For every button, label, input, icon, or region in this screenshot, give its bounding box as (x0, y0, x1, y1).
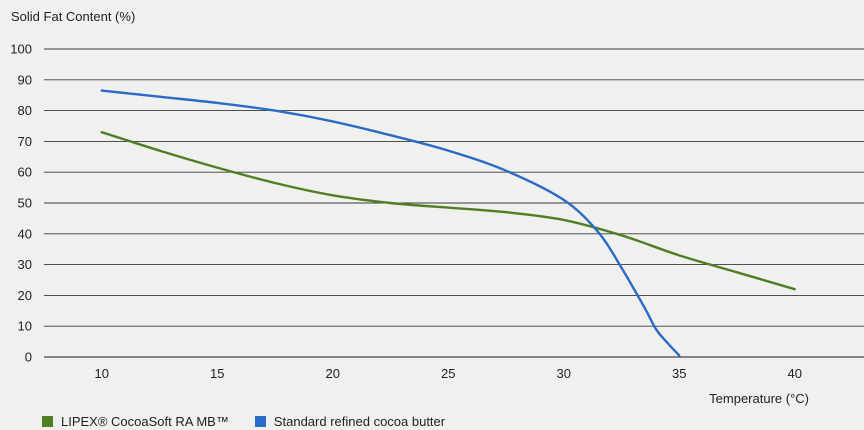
grid-lines (44, 48, 864, 358)
y-tick-label: 60 (18, 165, 32, 180)
y-tick-label: 20 (18, 288, 32, 303)
legend-swatch-blue (254, 416, 266, 427)
series-line-lipex (100, 131, 796, 291)
legend-label-cocoa-butter: Standard refined cocoa butter (273, 414, 446, 429)
x-tick-label: 20 (325, 366, 339, 381)
y-tick-label: 10 (18, 319, 32, 334)
y-tick-label: 100 (10, 42, 32, 57)
y-tick-label: 30 (18, 257, 32, 272)
y-axis-title: Solid Fat Content (%) (11, 9, 135, 24)
x-tick-label: 15 (210, 366, 224, 381)
x-tick-label: 25 (441, 366, 455, 381)
x-tick-labels: 10 15 20 25 30 35 40 (95, 366, 802, 381)
x-tick-label: 40 (787, 366, 801, 381)
x-tick-label: 30 (556, 366, 570, 381)
x-tick-label: 35 (672, 366, 686, 381)
legend-swatch-green (42, 416, 53, 427)
series-line-cocoa-butter (100, 89, 681, 357)
y-tick-label: 90 (18, 72, 32, 87)
y-tick-labels: 0 10 20 30 40 50 60 70 80 90 100 (10, 42, 32, 365)
y-tick-label: 80 (18, 103, 32, 118)
y-tick-label: 40 (18, 226, 32, 241)
chart: Solid Fat Content (%) 0 10 20 30 40 50 60 70 80 9… (10, 9, 864, 406)
legend-label-lipex: LIPEX® CocoaSoft RA MB™ (61, 414, 229, 429)
series-lines (100, 89, 796, 357)
y-tick-label: 70 (18, 134, 32, 149)
x-tick-label: 10 (95, 366, 109, 381)
legend: LIPEX® CocoaSoft RA MB™ Standard refined… (42, 414, 445, 429)
y-tick-label: 50 (18, 196, 32, 211)
legend-item-lipex: LIPEX® CocoaSoft RA MB™ (42, 414, 229, 429)
legend-item-cocoa-butter: Standard refined cocoa butter (254, 414, 446, 429)
x-axis-title: Temperature (°C) (709, 391, 809, 406)
y-tick-label: 0 (25, 350, 32, 365)
